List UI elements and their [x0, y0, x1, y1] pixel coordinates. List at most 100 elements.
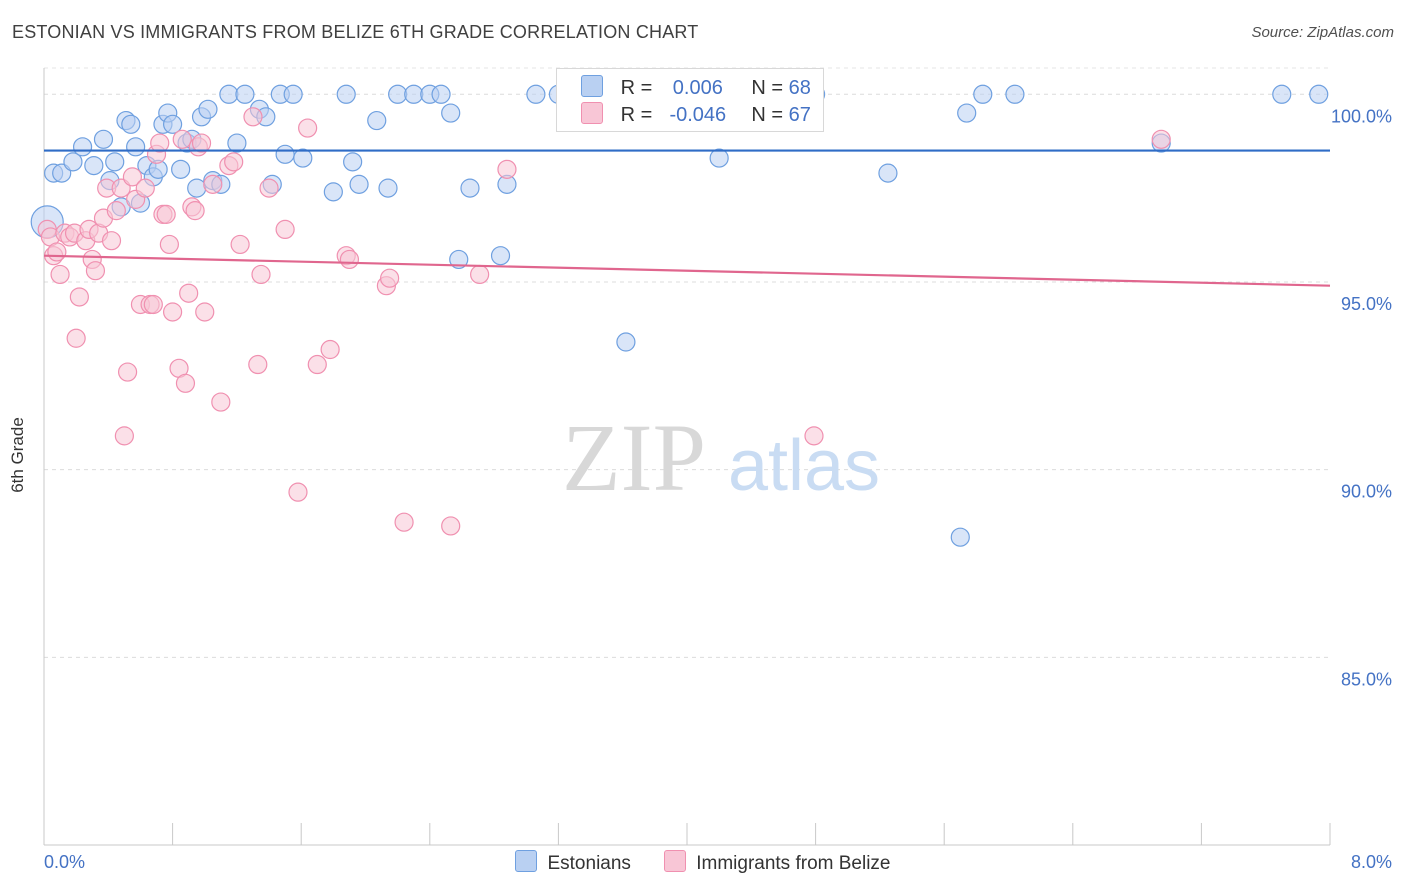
belize-point [259, 178, 279, 198]
belize-point [135, 178, 155, 198]
y-tick-label: 85.0% [1341, 669, 1392, 689]
belize-point [339, 249, 360, 270]
belize-point [243, 107, 263, 127]
estonians-point [367, 110, 387, 131]
estonians-point [171, 159, 191, 179]
belize-point [470, 264, 490, 285]
legend-swatch-estonians [515, 850, 538, 872]
estonians-point [163, 114, 183, 134]
chart-title: ESTONIAN VS IMMIGRANTS FROM BELIZE 6TH G… [12, 22, 699, 42]
belize-point [320, 339, 340, 360]
belize-point [288, 482, 308, 502]
belize-point [248, 354, 268, 375]
estonians-point [441, 103, 461, 123]
estonians-point [126, 137, 146, 157]
estonians-point [187, 178, 207, 198]
legend-item-belize: Immigrants from Belize [664, 850, 891, 875]
belize-point [211, 392, 231, 412]
belize-point [159, 234, 179, 255]
estonians-point [431, 84, 451, 104]
stats-legend: R = 0.006 N = 68 R = -0.046 N = 67 [556, 68, 824, 132]
estonians-point [1272, 84, 1292, 104]
x-tick-label-min: 0.0% [44, 852, 86, 872]
belize-point [275, 219, 295, 240]
belize-n-label: N = [751, 104, 784, 126]
estonians-point [72, 137, 93, 157]
belize-point [143, 294, 163, 315]
belize-point [101, 231, 122, 251]
estonians-point [84, 155, 104, 176]
estonians-point [293, 148, 313, 168]
estonians-point [336, 84, 356, 104]
belize-point [179, 283, 199, 303]
estonians-point [198, 99, 218, 119]
estonians-point [1005, 84, 1025, 104]
watermark-atlas: atlas [728, 426, 880, 506]
belize-point [117, 362, 138, 382]
belize-point [66, 328, 86, 348]
belize-point [191, 133, 212, 153]
estonians-point [490, 246, 511, 266]
estonians-swatch [581, 75, 603, 97]
source-label: Source: ZipAtlas.com [1251, 24, 1394, 41]
estonians-r-label: R = [620, 77, 653, 99]
belize-point [203, 174, 223, 194]
y-tick-label: 95.0% [1341, 294, 1392, 314]
belize-point [224, 152, 244, 172]
belize-point [122, 167, 143, 187]
estonians-point [973, 84, 993, 104]
belize-point [195, 302, 215, 322]
watermark: ZIP atlas [562, 404, 880, 511]
belize-trend-line [43, 254, 1331, 287]
estonians-point [323, 182, 343, 202]
estonians-point [404, 84, 424, 104]
estonians-point [526, 84, 546, 104]
estonians-point [950, 527, 970, 547]
legend-label-estonians: Estonians [547, 853, 631, 874]
belize-point [150, 133, 170, 153]
belize-point [251, 264, 271, 285]
estonians-point [93, 129, 114, 149]
estonians-point [63, 152, 83, 172]
legend-label-belize: Immigrants from Belize [696, 853, 891, 874]
x-tick-label-max: 8.0% [1350, 852, 1392, 872]
data-points [30, 84, 1329, 547]
y-tick-label: 100.0% [1331, 106, 1392, 126]
estonians-point [227, 133, 247, 153]
belize-r-label: R = [620, 104, 653, 126]
estonians-point [275, 144, 295, 164]
belize-point [156, 204, 176, 224]
estonians-point [388, 84, 408, 104]
series-legend: Estonians Immigrants from Belize [0, 850, 1406, 875]
legend-item-estonians: Estonians [515, 850, 631, 875]
belize-point [804, 426, 824, 446]
belize-point [114, 426, 134, 446]
estonians-n-value: 68 [788, 77, 811, 99]
estonians-point [449, 249, 469, 270]
belize-point [307, 354, 327, 375]
belize-point [50, 264, 70, 285]
belize-point [441, 516, 461, 536]
estonians-point [460, 178, 480, 198]
stats-legend-row-belize: R = -0.046 N = 67 [581, 102, 811, 126]
belize-point [1151, 129, 1171, 149]
estonians-point [349, 174, 369, 194]
belize-point [163, 302, 183, 322]
belize-r-value: -0.046 [669, 104, 727, 126]
watermark-zip: ZIP [562, 404, 706, 511]
estonians-point [283, 84, 303, 104]
belize-swatch [581, 102, 603, 124]
y-tick-labels: 85.0% 90.0% 95.0% 100.0% [1331, 106, 1392, 689]
estonians-point [343, 152, 363, 172]
stats-legend-row-estonians: R = 0.006 N = 68 [581, 75, 811, 99]
belize-n-value: 67 [788, 104, 811, 126]
axes [43, 68, 1331, 846]
belize-point [394, 512, 414, 532]
estonians-point [235, 84, 255, 104]
y-tick-label: 90.0% [1341, 482, 1392, 502]
belize-point [497, 159, 517, 179]
belize-point [69, 287, 89, 307]
estonians-point [616, 332, 636, 352]
estonians-n-label: N = [751, 77, 784, 99]
